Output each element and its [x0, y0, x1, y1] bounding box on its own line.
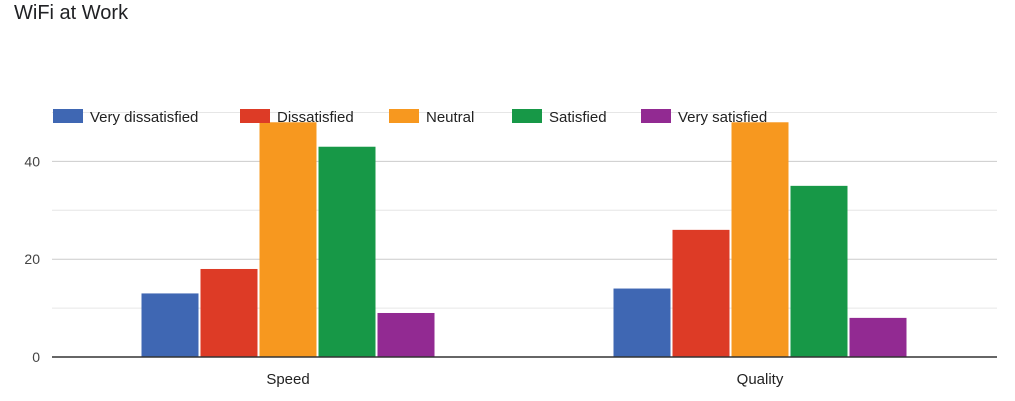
bar-quality-very-dissatisfied	[613, 288, 671, 357]
legend-swatch	[641, 109, 671, 123]
bar-quality-satisfied	[790, 185, 848, 357]
legend-swatch	[512, 109, 542, 123]
y-tick-label: 40	[24, 153, 40, 169]
legend: Very dissatisfied Dissatisfied Neutral Sati…	[53, 109, 767, 126]
y-tick-label: 0	[32, 349, 40, 365]
legend-label: Very dissatisfied	[90, 109, 198, 126]
legend-swatch	[240, 109, 270, 123]
x-category-label: Quality	[737, 371, 784, 388]
bars	[141, 122, 907, 357]
bar-speed-very-satisfied	[377, 312, 435, 357]
bar-speed-neutral	[259, 122, 317, 357]
bar-speed-satisfied	[318, 146, 376, 357]
legend-swatch	[389, 109, 419, 123]
legend-label: Dissatisfied	[277, 109, 354, 126]
chart-title: WiFi at Work	[14, 2, 129, 24]
bar-speed-dissatisfied	[200, 268, 258, 357]
legend-label: Very satisfied	[678, 109, 767, 126]
legend-swatch	[53, 109, 83, 123]
bar-quality-neutral	[731, 122, 789, 357]
grid-lines	[52, 112, 997, 309]
y-axis-ticks: 0 20 40	[24, 153, 40, 365]
bar-speed-very-dissatisfied	[141, 293, 199, 357]
legend-label: Satisfied	[549, 109, 607, 126]
bar-quality-dissatisfied	[672, 229, 730, 357]
legend-label: Neutral	[426, 109, 474, 126]
bar-quality-very-satisfied	[849, 317, 907, 357]
x-axis-categories: Speed Quality	[266, 371, 784, 388]
x-category-label: Speed	[266, 371, 309, 388]
y-tick-label: 20	[24, 251, 40, 267]
